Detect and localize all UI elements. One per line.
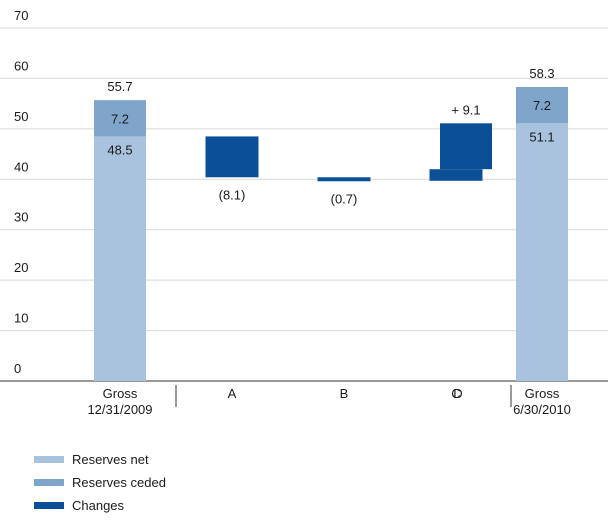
category-label: A — [228, 386, 237, 401]
y-tick-label: 20 — [14, 260, 28, 275]
legend-item-reserves-ceded: Reserves ceded — [34, 474, 166, 490]
bar-reserves-ceded — [516, 87, 568, 124]
bar-change — [440, 123, 492, 170]
bar-reserves-net — [516, 123, 568, 381]
data-label-ceded: 7.2 — [533, 98, 551, 113]
bar-reserves-net — [94, 136, 146, 381]
y-tick-label: 0 — [14, 361, 21, 376]
category-label: Gross — [525, 386, 560, 401]
y-tick-label: 60 — [14, 58, 28, 73]
y-tick-label: 70 — [14, 8, 28, 23]
bar-change — [317, 177, 371, 182]
category-label: C — [451, 386, 460, 401]
legend-label-reserves-ceded: Reserves ceded — [72, 474, 166, 490]
chart-svg: 0 10 20 30 40 50 60 70 48.5 7.2 55.7 51.1 7.2 58.3 (8.… — [0, 8, 608, 417]
legend-label-reserves-net: Reserves net — [72, 451, 149, 467]
bar-reserves-ceded — [94, 100, 146, 137]
data-label-total: 58.3 — [529, 66, 554, 81]
data-label-total: 55.7 — [107, 79, 132, 94]
category-label: Gross — [103, 386, 138, 401]
data-label-change: (8.1) — [219, 187, 246, 202]
category-label: 6/30/2010 — [513, 402, 571, 417]
category-label: 12/31/2009 — [87, 402, 152, 417]
legend-item-reserves-net: Reserves net — [34, 451, 166, 467]
bar-change — [429, 169, 483, 181]
legend-label-changes: Changes — [72, 497, 125, 513]
data-label-change: + 9.1 — [451, 102, 480, 117]
y-tick-label: 50 — [14, 109, 28, 124]
data-label-change: (0.7) — [331, 191, 358, 206]
bar-change — [205, 136, 259, 178]
data-label-net: 48.5 — [107, 142, 132, 157]
y-tick-label: 30 — [14, 210, 28, 225]
legend-swatch-changes — [34, 501, 64, 509]
category-label: D — [453, 386, 462, 401]
legend-swatch-reserves-net — [34, 455, 64, 463]
legend-swatch-reserves-ceded — [34, 478, 64, 486]
data-label-net: 51.1 — [529, 129, 554, 144]
category-label: B — [340, 386, 349, 401]
data-label-ceded: 7.2 — [111, 111, 129, 126]
y-tick-label: 40 — [14, 159, 28, 174]
legend-item-changes: Changes — [34, 497, 166, 513]
y-tick-label: 10 — [14, 311, 28, 326]
legend: Reserves net Reserves ceded Changes — [34, 452, 166, 521]
